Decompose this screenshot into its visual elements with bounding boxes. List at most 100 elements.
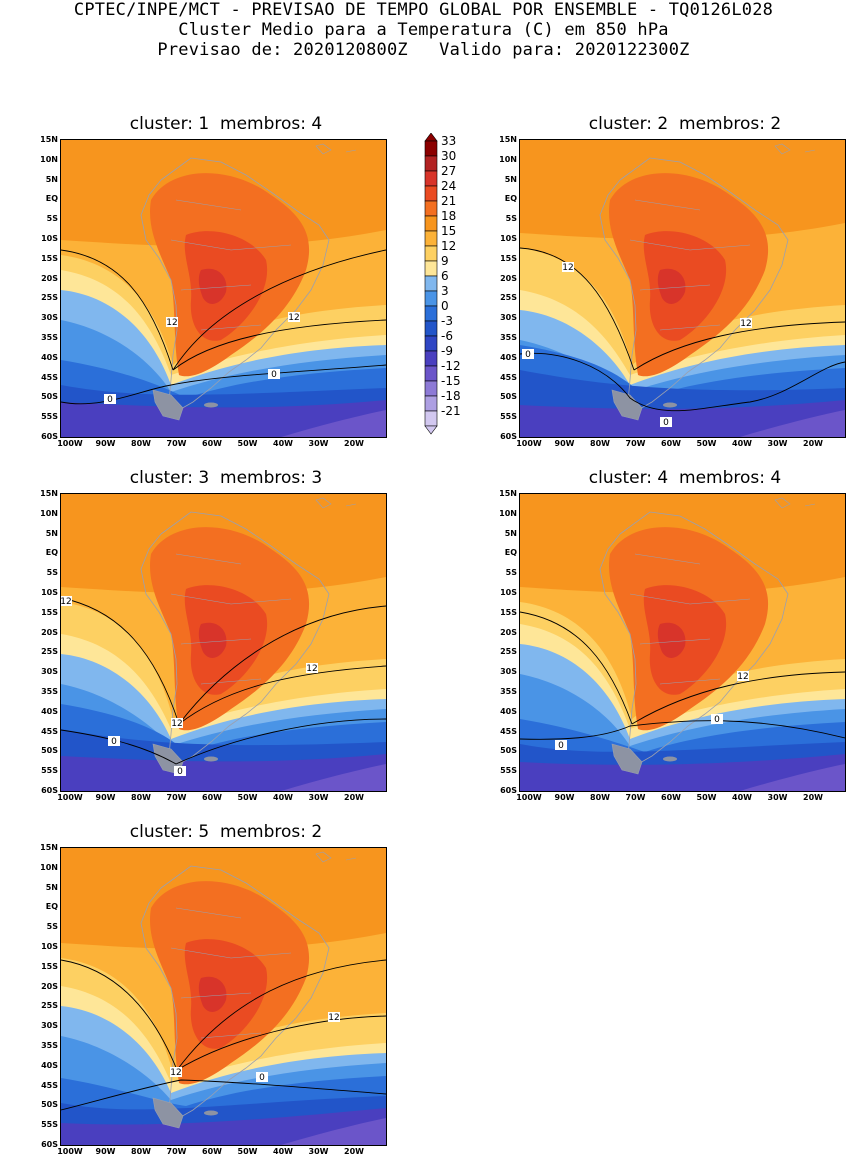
latitude-label: 5N xyxy=(504,528,517,538)
longitude-label: 50W xyxy=(237,793,258,802)
contour-label: 0 xyxy=(525,350,531,360)
latitude-label: 5S xyxy=(46,922,58,932)
contour-12 xyxy=(61,959,386,1071)
contour-0 xyxy=(61,718,386,765)
contour-label-box xyxy=(174,766,186,776)
legend-level-label: -21 xyxy=(441,404,461,418)
header-title-line-3: Previsao de: 2020120800Z Valido para: 20… xyxy=(157,40,690,60)
longitude-label: 50W xyxy=(237,439,258,448)
coastline xyxy=(140,157,330,411)
temperature-field: 12 12 0 0 xyxy=(520,140,845,437)
latitude-label: 10N xyxy=(499,508,517,518)
contour-label-box xyxy=(170,1067,182,1077)
latitude-label: 5S xyxy=(46,568,58,578)
coastline xyxy=(140,511,330,765)
contour-label-box xyxy=(562,262,574,272)
latitude-label: 20S xyxy=(500,273,517,283)
longitude-label: 70W xyxy=(166,1147,187,1156)
longitude-label: 100W xyxy=(57,1147,83,1156)
latitude-label: 55S xyxy=(500,766,517,776)
map-panel-2: 12 12 0 0 xyxy=(519,139,846,438)
latitude-label: 5N xyxy=(504,174,517,184)
longitude-label: 20W xyxy=(344,793,364,802)
longitude-label: 20W xyxy=(803,793,823,802)
latitude-label: 25S xyxy=(41,1001,58,1011)
contour-label: 12 xyxy=(737,672,748,682)
contour-label-box xyxy=(268,369,280,379)
longitude-label: 90W xyxy=(95,439,116,448)
legend-level-label: 24 xyxy=(441,179,457,193)
country-borders xyxy=(629,553,751,685)
legend-level-label: -9 xyxy=(441,344,453,358)
latitude-label: 15N xyxy=(40,489,58,498)
contour-0 xyxy=(520,720,845,740)
legend-level-label: -6 xyxy=(441,329,453,343)
latitude-label: 30S xyxy=(500,667,517,677)
continent-warm-27 xyxy=(198,268,227,304)
band-minus-12 xyxy=(281,1118,386,1145)
contour-label-box xyxy=(108,736,120,746)
latitude-label: 55S xyxy=(41,766,58,776)
latitude-label: 60S xyxy=(41,1140,58,1149)
latitude-label: 50S xyxy=(41,746,58,756)
latitude-label: 10N xyxy=(40,508,58,518)
latitude-label: 10S xyxy=(41,588,58,597)
contour-label: 12 xyxy=(166,318,177,328)
longitude-label: 30W xyxy=(767,439,788,448)
longitude-label: 40W xyxy=(273,793,293,802)
band-minus-12 xyxy=(281,410,386,437)
latitude-label: 15N xyxy=(40,135,58,144)
legend-level-label: -3 xyxy=(441,314,453,328)
latitude-label: 35S xyxy=(500,333,517,342)
header-title-line-1: CPTEC/INPE/MCT - PREVISAO DE TEMPO GLOBA… xyxy=(73,0,774,20)
panel-3-title: cluster: 3 membros: 3 xyxy=(129,468,323,488)
legend-swatch xyxy=(424,335,438,352)
latitude-label: 40S xyxy=(41,706,58,716)
longitude-label: 80W xyxy=(590,793,610,802)
contour-label: 12 xyxy=(171,719,182,729)
latitude-label: 45S xyxy=(41,726,58,736)
contour-label: 0 xyxy=(714,715,720,725)
country-borders xyxy=(170,907,292,1039)
legend-level-label: 18 xyxy=(441,209,457,223)
longitude-label: 20W xyxy=(803,439,823,448)
falklands xyxy=(663,756,677,762)
band-minus-12 xyxy=(281,764,386,791)
contour-label-box xyxy=(555,740,567,750)
latitude-label: 50S xyxy=(500,392,517,402)
continent-warm-27 xyxy=(198,976,227,1012)
longitude-label: 50W xyxy=(237,1147,258,1156)
latitude-label: 25S xyxy=(41,647,58,657)
latitude-label: 40S xyxy=(500,706,517,716)
latitude-label: EQ xyxy=(45,902,58,912)
latitude-label: 15S xyxy=(41,961,58,971)
latitude-label: 15N xyxy=(40,843,58,852)
latitude-label: 10N xyxy=(499,154,517,164)
coastline xyxy=(140,865,330,1119)
latitude-label: 20S xyxy=(41,627,58,637)
legend-swatch xyxy=(424,200,438,217)
latitude-label: 15S xyxy=(41,253,58,263)
legend-swatch xyxy=(424,245,438,262)
panel-4-title: cluster: 4 membros: 4 xyxy=(588,468,782,488)
contour-12 xyxy=(61,249,386,371)
latitude-label: EQ xyxy=(45,548,58,558)
latitude-label: 30S xyxy=(500,313,517,323)
contour-label-box xyxy=(256,1072,268,1082)
legend-swatch xyxy=(424,155,438,172)
contour-label-box xyxy=(711,714,723,724)
legend-swatch xyxy=(424,140,438,157)
longitude-label: 70W xyxy=(166,793,187,802)
longitude-label: 50W xyxy=(696,793,717,802)
latitude-label: 5S xyxy=(505,214,517,224)
latitude-label: 35S xyxy=(500,687,517,696)
latitude-label: 55S xyxy=(41,1120,58,1130)
map-panel-4: 12 0 0 xyxy=(519,493,846,792)
latitude-label: 15S xyxy=(41,607,58,617)
panel-5-title: cluster: 5 membros: 2 xyxy=(129,822,323,842)
contour-label: 12 xyxy=(61,597,72,607)
latitude-label: 25S xyxy=(500,293,517,303)
band-minus-12 xyxy=(740,410,845,437)
country-borders xyxy=(629,199,751,331)
tierra-del-fuego xyxy=(152,1097,184,1129)
